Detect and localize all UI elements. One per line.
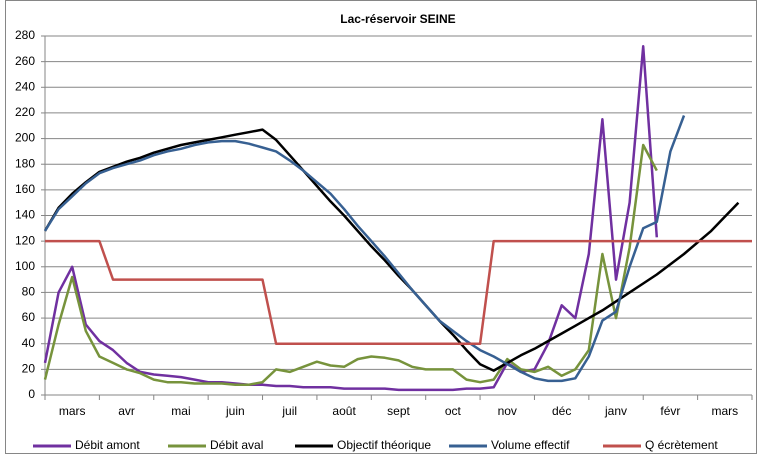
- legend-label: Objectif théorique: [337, 438, 431, 452]
- y-tick-label: 220: [15, 105, 35, 119]
- x-tick-label: sept: [387, 404, 410, 418]
- x-tick-label: déc: [552, 404, 571, 418]
- x-tick-label: mars: [59, 404, 86, 418]
- series-line: [43, 143, 658, 386]
- y-tick-label: 140: [15, 208, 35, 222]
- x-tick-label: juin: [225, 404, 245, 418]
- y-tick-label: 120: [15, 233, 35, 247]
- series-line: [43, 128, 740, 372]
- legend-label: Débit aval: [210, 438, 263, 452]
- y-tick-label: 20: [22, 362, 36, 376]
- x-tick-label: mai: [171, 404, 190, 418]
- y-tick-label: 280: [15, 28, 35, 42]
- y-tick-label: 260: [15, 54, 35, 68]
- y-tick-label: 180: [15, 156, 35, 170]
- x-tick-label: avr: [118, 404, 135, 418]
- y-tick-label: 240: [15, 79, 35, 93]
- y-tick-label: 0: [28, 387, 35, 401]
- series-line: [43, 45, 659, 392]
- legend-label: Volume effectif: [491, 438, 570, 452]
- y-tick-label: 160: [15, 182, 35, 196]
- series-line: [45, 239, 752, 345]
- series-line: [43, 115, 686, 383]
- x-tick-label: août: [332, 404, 356, 418]
- y-tick-label: 80: [22, 285, 36, 299]
- x-tick-label: oct: [445, 404, 462, 418]
- chart-title: Lac-réservoir SEINE: [340, 12, 455, 26]
- y-tick-label: 100: [15, 259, 35, 273]
- legend-label: Q écrètement: [645, 438, 718, 452]
- x-tick-label: mars: [711, 404, 738, 418]
- y-tick-label: 200: [15, 131, 35, 145]
- x-tick-label: nov: [498, 404, 517, 418]
- x-tick-label: janv: [604, 404, 627, 418]
- x-tick-label: févr: [660, 404, 680, 418]
- x-tick-label: juil: [281, 404, 297, 418]
- y-tick-label: 40: [22, 336, 36, 350]
- legend-label: Débit amont: [75, 438, 140, 452]
- y-tick-label: 60: [22, 310, 36, 324]
